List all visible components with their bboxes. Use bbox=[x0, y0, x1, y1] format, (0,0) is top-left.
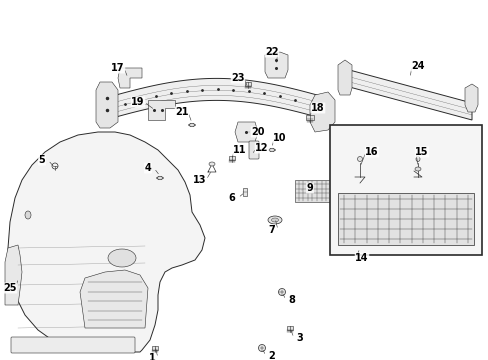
FancyBboxPatch shape bbox=[11, 337, 135, 353]
Text: 15: 15 bbox=[414, 147, 428, 157]
Polygon shape bbox=[5, 245, 22, 305]
Text: 20: 20 bbox=[251, 127, 264, 137]
Text: 19: 19 bbox=[131, 97, 144, 107]
Polygon shape bbox=[118, 68, 142, 88]
Bar bbox=[151, 346, 158, 350]
Ellipse shape bbox=[414, 167, 420, 171]
Bar bbox=[305, 115, 313, 120]
Ellipse shape bbox=[271, 218, 278, 222]
Text: 16: 16 bbox=[365, 147, 378, 157]
Polygon shape bbox=[464, 84, 477, 112]
Text: 11: 11 bbox=[233, 145, 246, 155]
Text: 5: 5 bbox=[39, 155, 45, 165]
Polygon shape bbox=[341, 68, 471, 120]
Ellipse shape bbox=[268, 149, 275, 151]
Ellipse shape bbox=[156, 177, 163, 179]
Text: 7: 7 bbox=[268, 225, 275, 235]
Ellipse shape bbox=[208, 162, 215, 166]
Text: 8: 8 bbox=[288, 295, 295, 305]
Bar bbox=[294, 180, 329, 202]
Ellipse shape bbox=[415, 157, 419, 162]
Bar bbox=[244, 82, 251, 86]
Text: 24: 24 bbox=[410, 61, 424, 71]
Text: 6: 6 bbox=[228, 193, 235, 203]
Polygon shape bbox=[269, 148, 274, 152]
Text: 12: 12 bbox=[255, 143, 268, 153]
Text: 22: 22 bbox=[264, 47, 278, 57]
Polygon shape bbox=[8, 132, 204, 352]
Polygon shape bbox=[235, 122, 258, 142]
Text: 23: 23 bbox=[231, 73, 244, 83]
Text: 3: 3 bbox=[296, 333, 303, 343]
Polygon shape bbox=[148, 100, 175, 120]
Text: 10: 10 bbox=[273, 133, 286, 143]
Ellipse shape bbox=[278, 288, 285, 296]
Bar bbox=[286, 326, 293, 330]
Polygon shape bbox=[309, 92, 334, 132]
Polygon shape bbox=[80, 270, 148, 328]
Text: 9: 9 bbox=[306, 183, 313, 193]
Ellipse shape bbox=[357, 157, 362, 162]
Text: 13: 13 bbox=[193, 175, 206, 185]
Text: 1: 1 bbox=[148, 353, 155, 360]
Ellipse shape bbox=[188, 124, 195, 126]
Ellipse shape bbox=[258, 345, 265, 351]
Text: 21: 21 bbox=[175, 107, 188, 117]
Polygon shape bbox=[189, 123, 194, 127]
Polygon shape bbox=[157, 176, 163, 180]
Ellipse shape bbox=[25, 211, 31, 219]
Polygon shape bbox=[337, 60, 351, 95]
Bar bbox=[242, 188, 247, 196]
Polygon shape bbox=[264, 52, 287, 78]
FancyBboxPatch shape bbox=[248, 141, 259, 159]
Text: 25: 25 bbox=[3, 283, 17, 293]
Polygon shape bbox=[105, 78, 327, 120]
Ellipse shape bbox=[267, 216, 282, 224]
Polygon shape bbox=[96, 82, 118, 128]
Text: 18: 18 bbox=[310, 103, 324, 113]
Bar bbox=[337, 193, 473, 245]
Text: 14: 14 bbox=[354, 253, 368, 263]
Bar bbox=[329, 125, 481, 255]
Text: 4: 4 bbox=[144, 163, 151, 173]
Ellipse shape bbox=[108, 249, 136, 267]
Text: 2: 2 bbox=[268, 351, 275, 360]
Bar bbox=[228, 156, 235, 160]
Text: 17: 17 bbox=[111, 63, 124, 73]
